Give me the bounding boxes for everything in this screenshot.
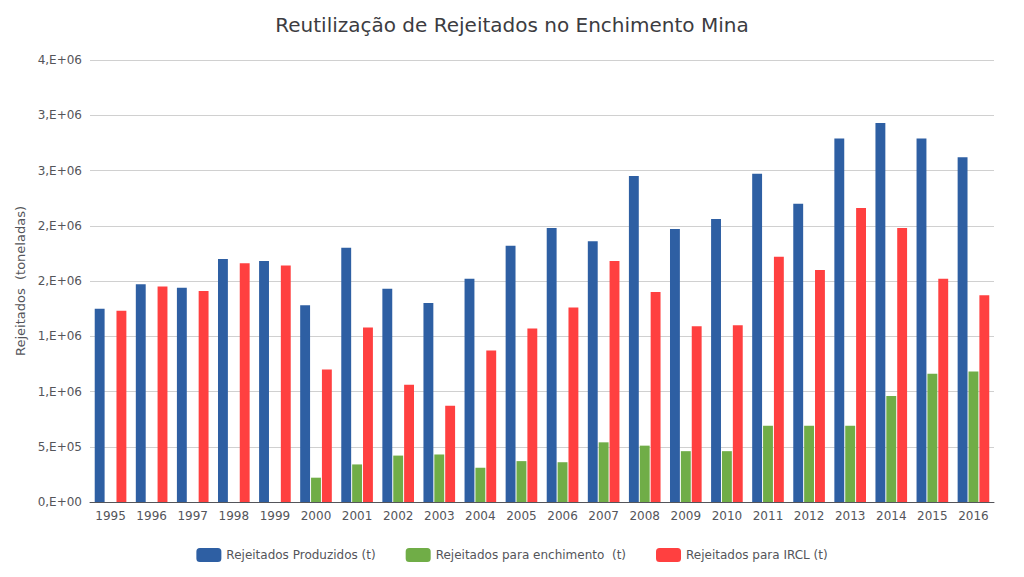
svg-text:2001: 2001 bbox=[342, 509, 373, 523]
svg-text:2013: 2013 bbox=[835, 509, 866, 523]
svg-text:1995: 1995 bbox=[95, 509, 126, 523]
svg-text:2008: 2008 bbox=[629, 509, 660, 523]
svg-text:2003: 2003 bbox=[424, 509, 455, 523]
svg-text:2011: 2011 bbox=[753, 509, 784, 523]
svg-text:2012: 2012 bbox=[794, 509, 825, 523]
svg-text:2010: 2010 bbox=[712, 509, 743, 523]
svg-text:1,E+06: 1,E+06 bbox=[38, 329, 82, 343]
svg-text:2006: 2006 bbox=[547, 509, 578, 523]
svg-text:1997: 1997 bbox=[177, 509, 208, 523]
svg-text:4,E+06: 4,E+06 bbox=[38, 53, 82, 67]
svg-text:2004: 2004 bbox=[465, 509, 496, 523]
svg-text:2002: 2002 bbox=[383, 509, 414, 523]
svg-text:1,E+06: 1,E+06 bbox=[38, 385, 82, 399]
svg-text:Reutilização de Rejeitados no: Reutilização de Rejeitados no Enchimento… bbox=[275, 13, 748, 37]
svg-text:3,E+06: 3,E+06 bbox=[38, 164, 82, 178]
svg-text:Rejeitados para IRCL (t): Rejeitados para IRCL (t) bbox=[686, 548, 828, 562]
svg-text:2016: 2016 bbox=[958, 509, 989, 523]
svg-text:1996: 1996 bbox=[136, 509, 167, 523]
svg-text:Rejeitados para enchimento (t: Rejeitados para enchimento (t) bbox=[436, 548, 626, 562]
svg-text:Rejeitados Produzidos (t): Rejeitados Produzidos (t) bbox=[226, 548, 375, 562]
svg-text:5,E+05: 5,E+05 bbox=[38, 440, 82, 454]
svg-text:2,E+06: 2,E+06 bbox=[38, 219, 82, 233]
svg-text:3,E+06: 3,E+06 bbox=[38, 108, 82, 122]
svg-text:1999: 1999 bbox=[260, 509, 291, 523]
svg-text:2005: 2005 bbox=[506, 509, 537, 523]
svg-text:2014: 2014 bbox=[876, 509, 907, 523]
svg-text:2,E+06: 2,E+06 bbox=[38, 274, 82, 288]
svg-text:0,E+00: 0,E+00 bbox=[38, 495, 82, 509]
svg-text:2015: 2015 bbox=[917, 509, 948, 523]
svg-text:2000: 2000 bbox=[301, 509, 332, 523]
svg-text:2009: 2009 bbox=[671, 509, 702, 523]
svg-text:2007: 2007 bbox=[588, 509, 619, 523]
svg-text:1998: 1998 bbox=[219, 509, 250, 523]
svg-text:Rejeitados (toneladas): Rejeitados (toneladas) bbox=[13, 206, 28, 356]
